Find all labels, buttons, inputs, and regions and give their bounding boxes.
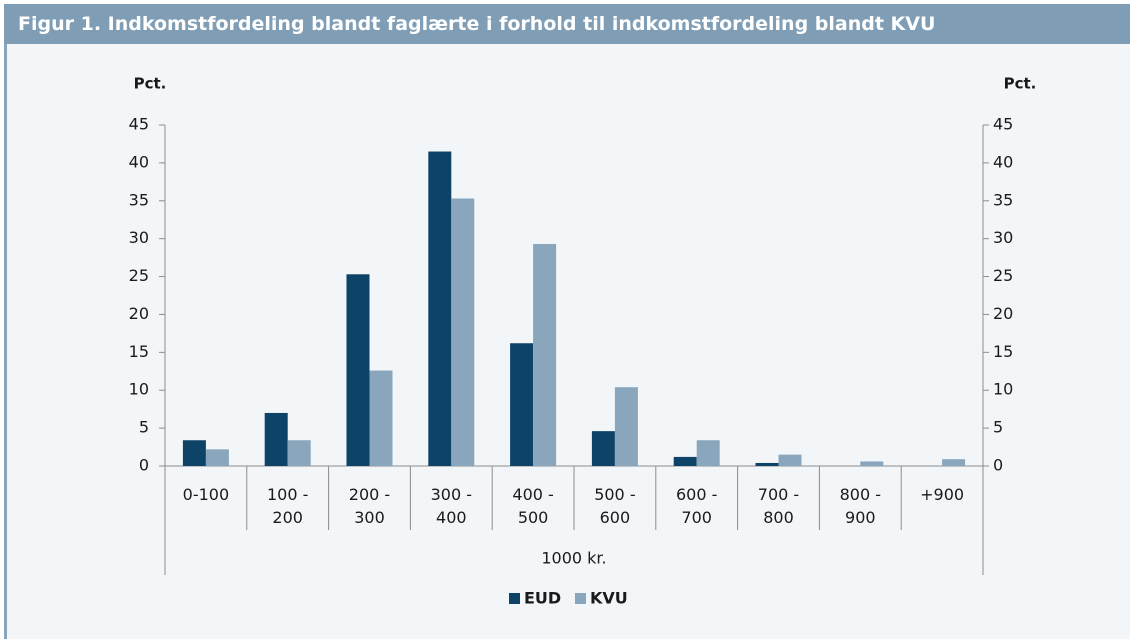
bar	[451, 198, 475, 466]
x-tick-label: 400 - 500	[512, 485, 554, 527]
bar	[287, 440, 311, 466]
y-tick-label: 45	[129, 115, 149, 134]
y2-tick-label: 15	[993, 342, 1013, 361]
bar	[533, 243, 557, 466]
y-axis-label: Pct.	[134, 75, 167, 93]
bar	[428, 151, 452, 466]
bar	[205, 449, 229, 466]
y2-tick-label: 35	[993, 190, 1013, 209]
y2-tick-label: 25	[993, 266, 1013, 285]
y2-tick-label: 10	[993, 380, 1013, 399]
bar	[614, 387, 638, 466]
y-tick-label: 35	[129, 190, 149, 209]
x-tick-label: 300 - 400	[430, 485, 472, 527]
y-tick-label: 20	[129, 304, 149, 323]
bar	[346, 274, 370, 466]
frame	[4, 4, 1130, 639]
y-tick-label: 10	[129, 380, 149, 399]
x-axis-label: 1000 kr.	[541, 549, 606, 568]
bar	[182, 440, 206, 466]
y-tick-label: 25	[129, 266, 149, 285]
bar	[860, 461, 884, 466]
y2-tick-label: 40	[993, 152, 1013, 171]
bar	[673, 456, 697, 466]
bar	[264, 412, 288, 466]
x-tick-label: 200 - 300	[348, 485, 391, 527]
x-tick-label: 0-100	[182, 485, 230, 504]
y2-tick-label: 20	[993, 304, 1013, 323]
x-tick-label: +900	[920, 485, 965, 504]
x-tick-label: 100 - 200	[266, 485, 309, 527]
legend-label: EUD	[524, 589, 561, 608]
bar	[510, 343, 534, 466]
x-tick-label: 700 - 800	[757, 485, 800, 527]
y-tick-label: 40	[129, 152, 149, 171]
x-tick-label: 600 - 700	[675, 485, 718, 527]
y-tick-label: 30	[129, 228, 149, 247]
bar	[755, 462, 779, 466]
y2-tick-label: 5	[993, 418, 1003, 437]
legend-label: KVU	[590, 589, 628, 608]
y2-axis-label: Pct.	[1004, 75, 1037, 93]
x-tick-label: 800 - 900	[839, 485, 881, 527]
bar	[942, 459, 966, 466]
x-tick-label: 500 - 600	[594, 485, 636, 527]
y2-tick-label: 30	[993, 228, 1013, 247]
bar	[696, 440, 720, 466]
legend-swatch	[509, 593, 520, 604]
chart-title: Figur 1. Indkomstfordeling blandt faglær…	[18, 13, 936, 35]
bar	[591, 431, 615, 466]
header: Figur 1. Indkomstfordeling blandt faglær…	[4, 4, 1130, 44]
y2-tick-label: 45	[993, 115, 1013, 134]
y2-tick-label: 0	[993, 456, 1003, 475]
y-tick-label: 5	[139, 418, 149, 437]
legend-swatch	[575, 593, 586, 604]
bar	[369, 370, 393, 466]
y-tick-label: 15	[129, 342, 149, 361]
y-tick-label: 0	[139, 456, 149, 475]
bar	[778, 454, 802, 466]
